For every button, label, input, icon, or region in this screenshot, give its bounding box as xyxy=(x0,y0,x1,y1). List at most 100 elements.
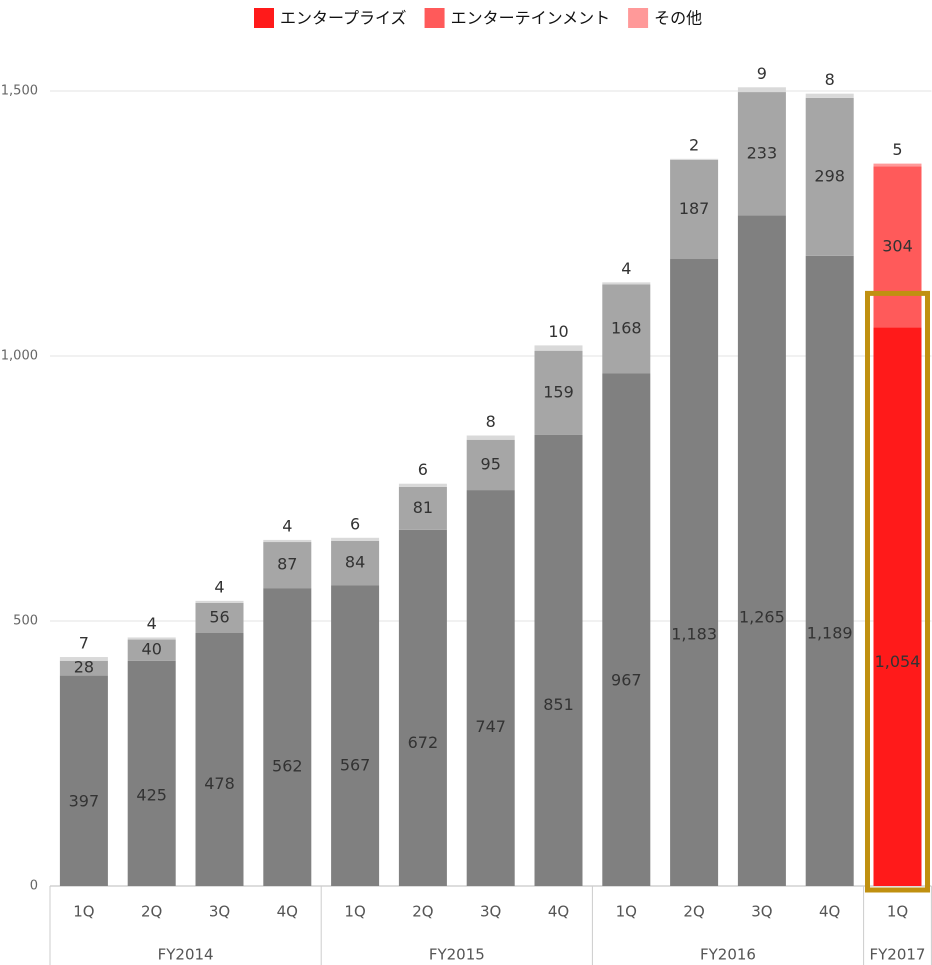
bar-segment xyxy=(466,439,515,491)
bar-segment xyxy=(263,542,312,589)
data-label: 9 xyxy=(757,64,767,83)
x-tick-label: 1Q xyxy=(344,903,365,921)
bar-segment xyxy=(127,639,176,661)
bar-segment xyxy=(602,373,651,886)
legend-swatch xyxy=(254,8,274,28)
data-label: 56 xyxy=(209,607,229,626)
bar-segment xyxy=(331,540,380,586)
bar-segment xyxy=(398,483,447,487)
x-tick-label: 1Q xyxy=(887,903,908,921)
bar-segment xyxy=(873,163,922,167)
data-label: 28 xyxy=(74,658,94,677)
data-label: 8 xyxy=(486,412,496,431)
data-label: 4 xyxy=(147,614,157,633)
bar-segment xyxy=(670,259,719,886)
data-label: 397 xyxy=(69,791,100,810)
x-tick-label: 3Q xyxy=(209,903,230,921)
data-label: 40 xyxy=(142,640,162,659)
data-label: 1,054 xyxy=(875,652,921,671)
bar-segment xyxy=(331,537,380,541)
group-label: FY2015 xyxy=(429,946,485,964)
legend-label: エンターテインメント xyxy=(451,9,611,28)
data-label: 81 xyxy=(413,498,433,517)
data-label: 84 xyxy=(345,553,365,572)
legend-label: その他 xyxy=(654,9,702,28)
bar-segment xyxy=(263,539,312,543)
data-label: 6 xyxy=(418,460,428,479)
bar-segment xyxy=(737,87,786,93)
group-label: FY2017 xyxy=(870,946,926,964)
data-label: 6 xyxy=(350,514,360,533)
data-label: 95 xyxy=(481,454,501,473)
x-tick-label: 1Q xyxy=(616,903,637,921)
bar-segment xyxy=(534,350,583,435)
bar-segment xyxy=(127,637,176,640)
bar-segment xyxy=(805,97,854,256)
legend-swatch xyxy=(424,8,445,28)
bar-segment xyxy=(59,675,108,886)
x-tick-label: 4Q xyxy=(548,903,569,921)
data-label: 4 xyxy=(282,516,292,535)
group-label: FY2016 xyxy=(700,946,756,964)
data-label: 567 xyxy=(340,755,371,774)
data-label: 562 xyxy=(272,756,303,775)
y-tick-label: 1,000 xyxy=(1,349,38,364)
bar-segment xyxy=(805,93,854,98)
bar-segment xyxy=(398,529,447,886)
data-label: 304 xyxy=(882,236,913,255)
x-tick-label: 2Q xyxy=(412,903,433,921)
data-label: 5 xyxy=(892,140,902,159)
x-tick-label: 1Q xyxy=(73,903,94,921)
data-label: 7 xyxy=(79,634,89,653)
data-label: 10 xyxy=(548,322,568,341)
data-label: 168 xyxy=(611,318,642,337)
x-tick-label: 4Q xyxy=(277,903,298,921)
data-label: 1,265 xyxy=(739,607,785,626)
y-tick-label: 0 xyxy=(30,879,38,894)
bar-segment xyxy=(59,657,108,661)
bar-segment xyxy=(602,284,651,374)
data-label: 8 xyxy=(825,70,835,89)
bar-segment xyxy=(398,486,447,530)
data-label: 1,183 xyxy=(671,625,717,644)
data-label: 2 xyxy=(689,135,699,154)
bar-segment xyxy=(737,92,786,216)
bar-segment xyxy=(466,490,515,886)
x-tick-label: 3Q xyxy=(480,903,501,921)
bar-segment xyxy=(602,282,651,285)
bar-segment xyxy=(263,588,312,886)
data-label: 747 xyxy=(475,717,506,736)
data-label: 233 xyxy=(747,143,778,162)
bar-segment xyxy=(873,166,922,328)
data-label: 87 xyxy=(277,555,297,574)
data-label: 187 xyxy=(679,199,710,218)
bar-segment xyxy=(737,215,786,887)
data-label: 4 xyxy=(214,577,224,596)
x-tick-label: 3Q xyxy=(751,903,772,921)
data-label: 159 xyxy=(543,382,574,401)
group-label: FY2014 xyxy=(158,946,214,964)
data-label: 478 xyxy=(204,774,235,793)
data-label: 967 xyxy=(611,670,642,689)
data-label: 672 xyxy=(408,733,439,752)
highlight-box xyxy=(865,290,930,893)
x-tick-label: 2Q xyxy=(683,903,704,921)
bar-segment xyxy=(195,600,244,603)
data-label: 4 xyxy=(621,259,631,278)
y-tick-label: 1,500 xyxy=(1,84,38,99)
data-label: 1,189 xyxy=(807,623,853,642)
bar-segment xyxy=(331,585,380,886)
data-label: 298 xyxy=(814,166,845,185)
data-label: 851 xyxy=(543,695,574,714)
bar-segment xyxy=(59,660,108,676)
bar-segment xyxy=(127,660,176,886)
legend-label: エンタープライズ xyxy=(280,9,407,28)
bar-segment xyxy=(534,345,583,351)
bar-segment xyxy=(466,435,515,440)
bar-segment xyxy=(195,632,244,886)
bar-segment xyxy=(670,158,719,160)
bar-segment xyxy=(873,327,922,886)
x-tick-label: 2Q xyxy=(141,903,162,921)
bar-segment xyxy=(670,159,719,260)
